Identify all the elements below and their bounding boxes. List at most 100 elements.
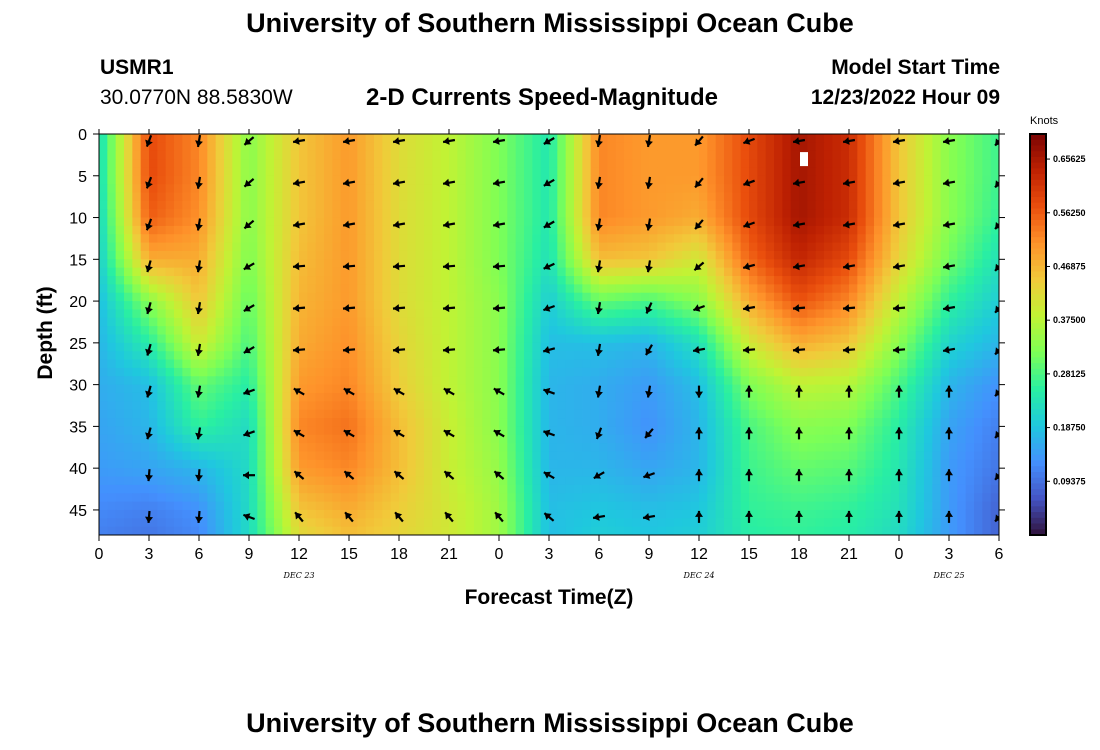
heatmap-cell [615, 225, 625, 235]
heatmap-cell [515, 443, 525, 453]
heatmap-cell [299, 401, 308, 411]
heatmap-cell [774, 150, 783, 160]
heatmap-cell [199, 451, 208, 461]
heatmap-cell [340, 401, 350, 411]
heatmap-cell [765, 342, 775, 352]
heatmap-cell [682, 276, 692, 285]
heatmap-cell [865, 284, 875, 294]
heatmap-cell [240, 267, 250, 277]
heatmap-cell [140, 267, 150, 277]
heatmap-cell [615, 451, 625, 461]
heatmap-cell [465, 242, 475, 252]
heatmap-cell [957, 184, 967, 194]
heatmap-cell [532, 392, 542, 402]
heatmap-cell [840, 134, 850, 143]
heatmap-cell [132, 209, 142, 219]
heatmap-cell [707, 167, 717, 177]
heatmap-cell [524, 468, 533, 478]
heatmap-cell [415, 267, 425, 277]
heatmap-cell [865, 301, 875, 311]
heatmap-cell [215, 451, 225, 461]
heatmap-cell [865, 367, 875, 377]
heatmap-cell [357, 242, 367, 252]
heatmap-cell [907, 376, 917, 386]
heatmap-cell [949, 434, 958, 444]
heatmap-cell [349, 134, 358, 143]
heatmap-cell [740, 134, 750, 143]
heatmap-cell [782, 443, 792, 453]
heatmap-cell [490, 367, 500, 377]
heatmap-cell [699, 217, 708, 227]
heatmap-cell [965, 159, 975, 169]
heatmap-cell [632, 284, 642, 294]
heatmap-cell [674, 217, 683, 227]
heatmap-cell [799, 501, 808, 511]
heatmap-cell [315, 501, 325, 511]
heatmap-cell [215, 250, 225, 260]
heatmap-cell [382, 426, 392, 436]
heatmap-cell [407, 476, 417, 486]
heatmap-cell [740, 184, 750, 194]
heatmap-cell [865, 142, 875, 152]
heatmap-cell [507, 209, 517, 219]
heatmap-cell [515, 468, 525, 478]
heatmap-cell [307, 409, 317, 419]
heatmap-cell [149, 409, 158, 419]
heatmap-cell [515, 418, 525, 427]
heatmap-cell [340, 217, 350, 227]
heatmap-cell [982, 134, 992, 143]
heatmap-cell [99, 309, 108, 319]
heatmap-cell [915, 351, 925, 361]
heatmap-cell [707, 484, 717, 494]
heatmap-cell [507, 493, 517, 503]
heatmap-cell [157, 242, 167, 252]
heatmap-cell [640, 501, 650, 511]
heatmap-cell [565, 142, 575, 152]
heatmap-cell [349, 217, 358, 227]
heatmap-cell [215, 142, 225, 152]
heatmap-cell [465, 150, 475, 160]
heatmap-cell [982, 476, 992, 486]
heatmap-cell [799, 392, 808, 402]
heatmap-cell [399, 209, 408, 219]
heatmap-cell [599, 192, 608, 202]
heatmap-cell [790, 459, 800, 469]
heatmap-cell [532, 459, 542, 469]
heatmap-cell [874, 351, 883, 361]
heatmap-cell [374, 401, 383, 411]
heatmap-cell [182, 409, 192, 419]
heatmap-cell [165, 259, 175, 269]
heatmap-cell [315, 292, 325, 302]
heatmap-cell [890, 184, 900, 194]
heatmap-cell [549, 351, 558, 361]
heatmap-cell [532, 134, 542, 143]
heatmap-cell [690, 209, 700, 219]
heatmap-cell [899, 184, 908, 194]
heatmap-cell [524, 376, 533, 386]
heatmap-cell [565, 409, 575, 419]
heatmap-cell [565, 367, 575, 377]
heatmap-cell [715, 259, 725, 269]
heatmap-cell [407, 376, 417, 386]
heatmap-cell [557, 134, 567, 143]
heatmap-cell [282, 484, 292, 494]
heatmap-cell [374, 259, 383, 269]
heatmap-cell [990, 192, 999, 202]
heatmap-cell [457, 159, 467, 169]
heatmap-cell [332, 342, 342, 352]
heatmap-cell [715, 509, 725, 519]
heatmap-cell [732, 200, 742, 210]
heatmap-cell [540, 292, 550, 302]
heatmap-cell [390, 334, 400, 344]
heatmap-cell [665, 301, 675, 311]
heatmap-cell [749, 392, 758, 402]
heatmap-cell [282, 518, 292, 528]
heatmap-cell [982, 451, 992, 461]
heatmap-cell [274, 509, 283, 519]
heatmap-cell [157, 317, 167, 327]
heatmap-cell [440, 459, 450, 469]
heatmap-cell [957, 200, 967, 210]
heatmap-cell [157, 384, 167, 394]
heatmap-cell [540, 225, 550, 235]
heatmap-cell [949, 468, 958, 478]
